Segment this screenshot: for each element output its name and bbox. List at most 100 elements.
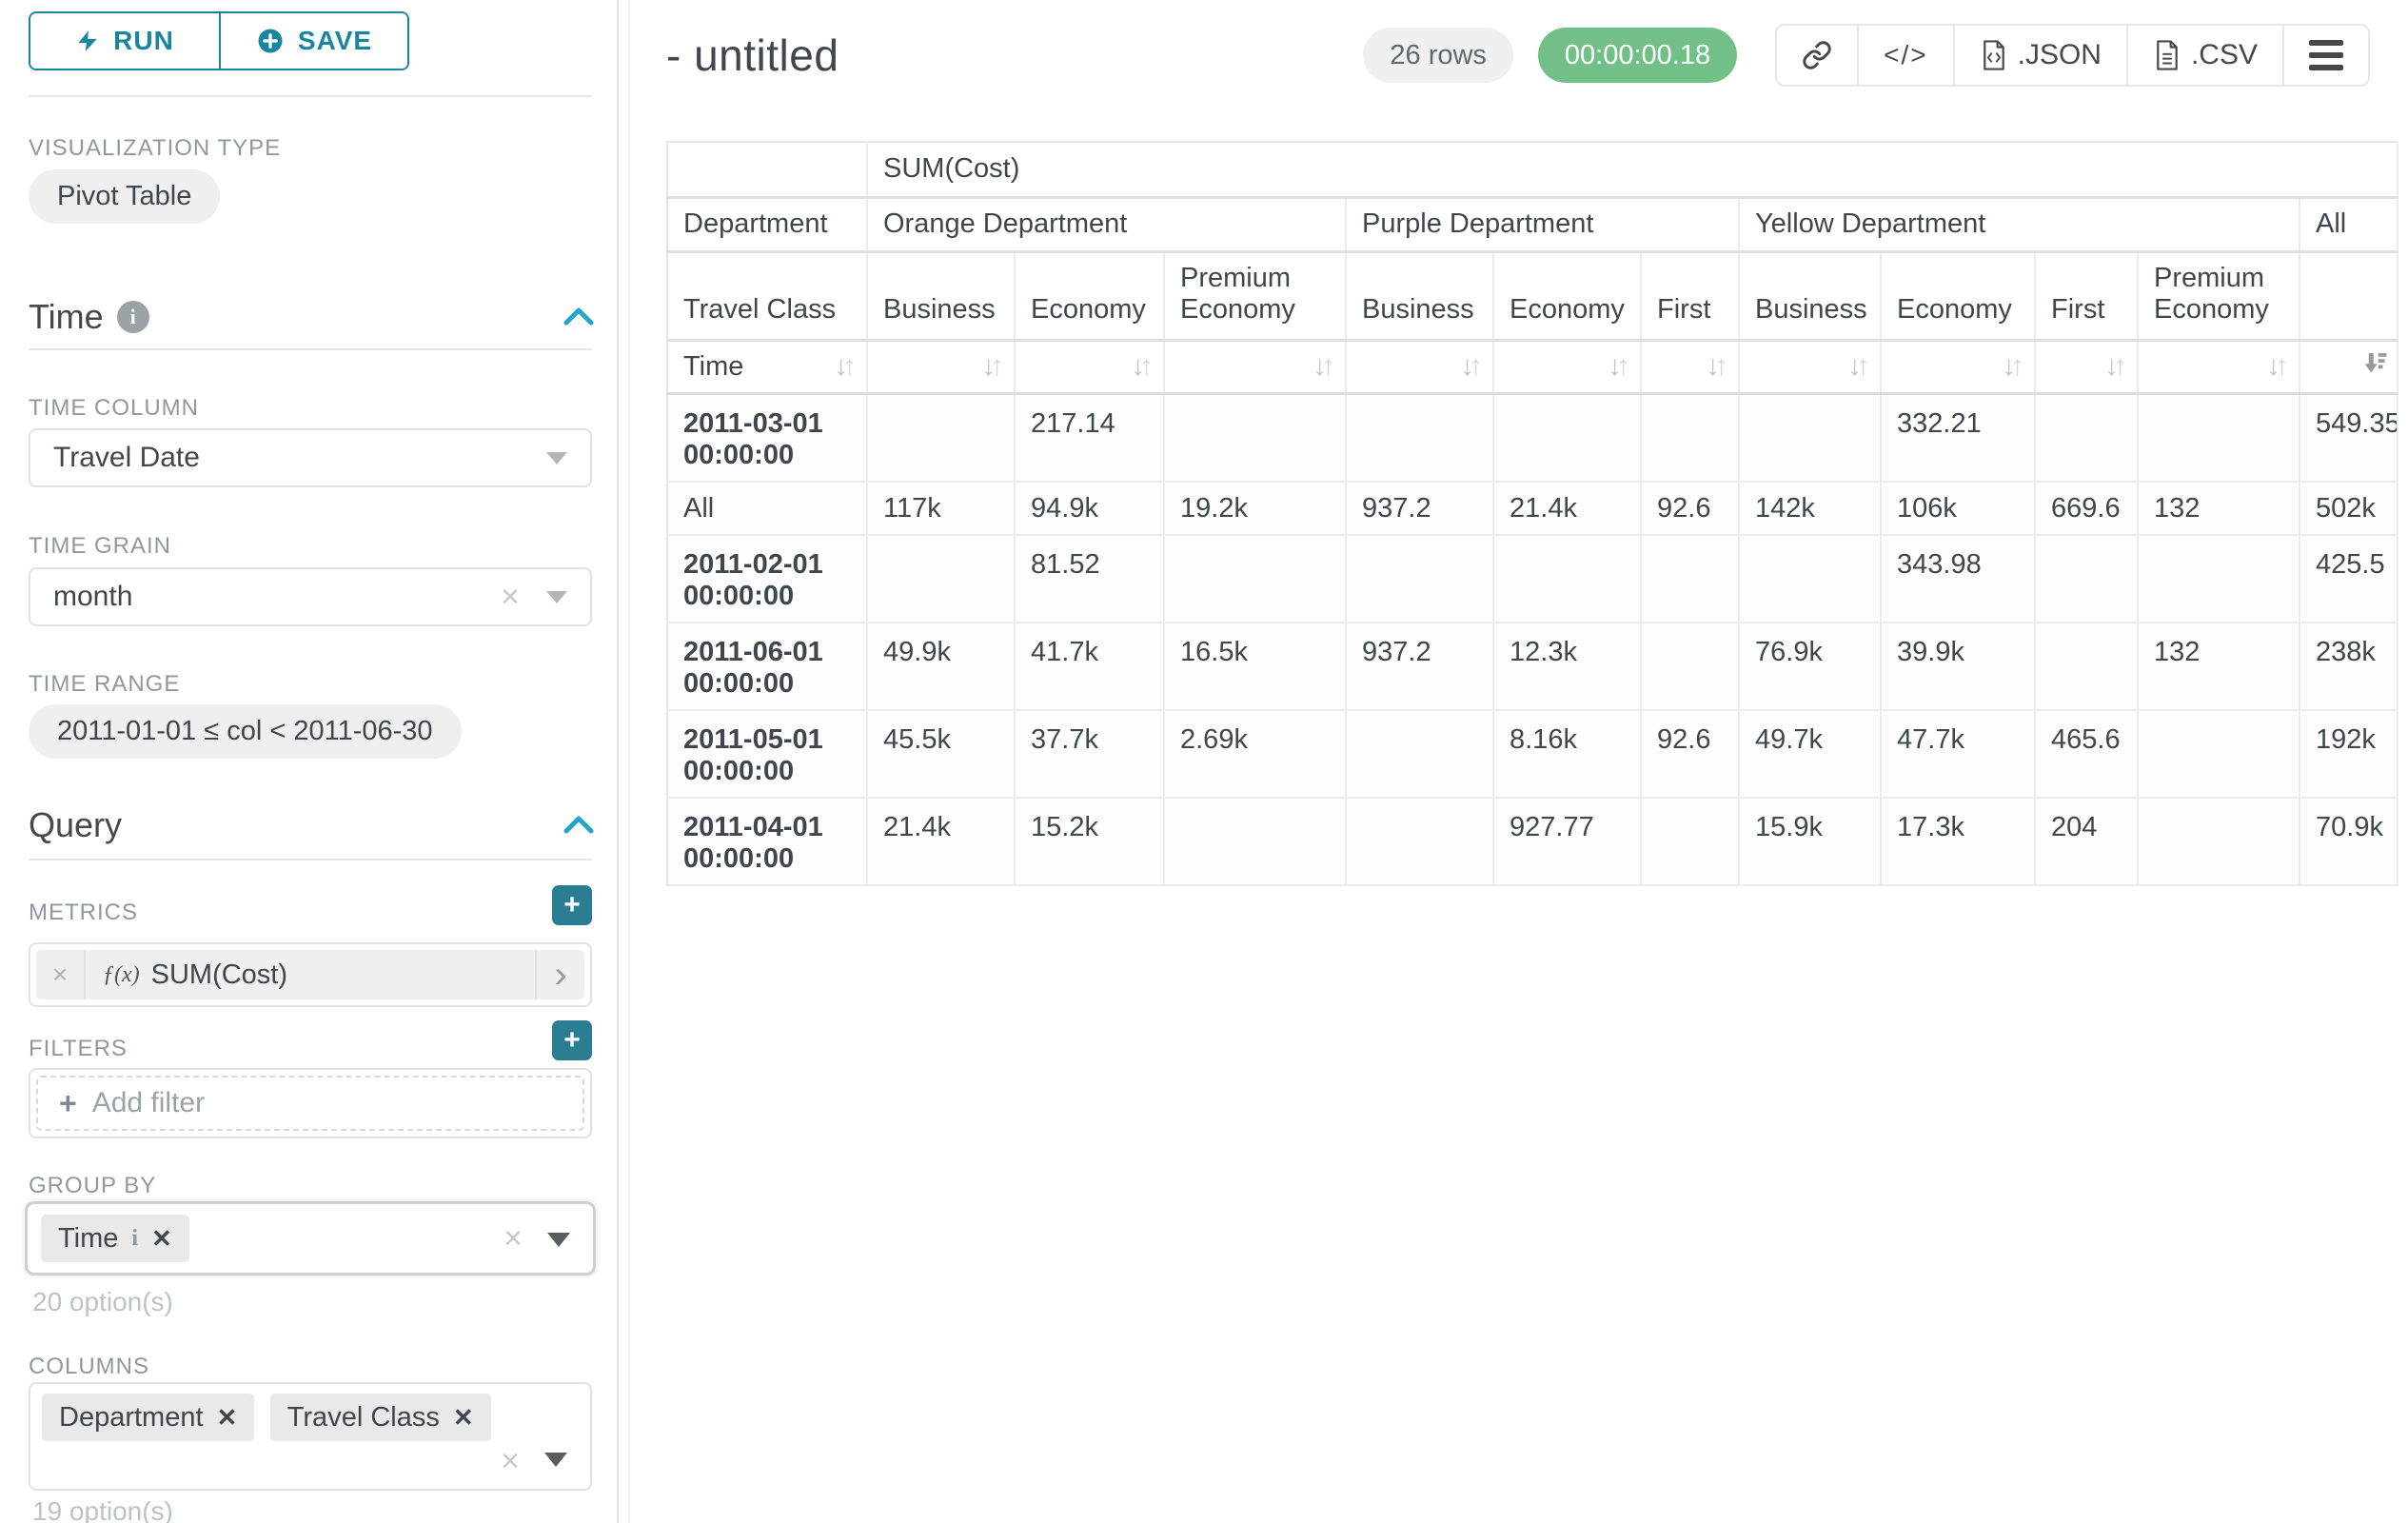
sort-icon[interactable]: ↓↑ (2104, 350, 2127, 382)
export-csv-button[interactable]: .CSV (2125, 26, 2282, 85)
pivot-cell: 41.7k (1015, 622, 1165, 711)
remove-tag-icon[interactable]: ✕ (452, 1402, 474, 1432)
sort-icon[interactable]: ↓↑ (1608, 350, 1630, 382)
sort-icon[interactable]: ↓↑ (834, 350, 857, 382)
sort-icon[interactable]: ↓↑ (1131, 350, 1154, 382)
sort-icon[interactable]: ↓↑ (2266, 350, 2289, 382)
table-row: 2011-04-01 00:00:00 21.4k 15.2k 927.77 15.9k… (667, 797, 2399, 886)
chevron-right-icon[interactable]: › (535, 950, 584, 999)
column-sort-header[interactable]: ↓↑ (1164, 340, 1347, 395)
sort-icon[interactable]: ↓↑ (2002, 350, 2024, 382)
copy-link-button[interactable] (1777, 26, 1858, 85)
clear-icon[interactable]: × (501, 579, 520, 615)
sort-icon[interactable]: ↓↑ (1706, 350, 1728, 382)
pivot-cell (1346, 534, 1494, 623)
pivot-cell: 76.9k (1739, 622, 1882, 711)
pivot-cell (867, 393, 1016, 483)
pivot-cell (1346, 709, 1494, 799)
sort-icon[interactable]: ↓↑ (1847, 350, 1870, 382)
caret-down-icon[interactable] (546, 591, 567, 603)
pivot-table-container: SUM(Cost) Department Orange Department P… (666, 141, 2399, 886)
info-icon: i (131, 1225, 139, 1251)
pivot-body: 2011-03-01 00:00:00 217.14 332.21 549.35 All… (667, 393, 2399, 886)
columns-label: COLUMNS (29, 1354, 150, 1379)
pivot-cell (1493, 393, 1642, 483)
remove-tag-icon[interactable]: ✕ (151, 1223, 172, 1253)
add-filter-button[interactable]: + Add filter (36, 1076, 584, 1131)
pivot-cell: 21.4k (867, 797, 1016, 886)
pivot-cell: 937.2 (1346, 622, 1494, 711)
time-range-pill[interactable]: 2011-01-01 ≤ col < 2011-06-30 (29, 704, 462, 759)
export-json-button[interactable]: .JSON (1952, 26, 2126, 85)
caret-down-icon[interactable] (547, 1233, 570, 1247)
column-header: Business (1346, 251, 1494, 342)
pivot-cell: 49.7k (1739, 709, 1882, 799)
run-button[interactable]: RUN (30, 13, 219, 69)
column-sort-header[interactable]: ↓↑ (867, 340, 1016, 395)
sort-icon[interactable]: ↓↑ (1313, 350, 1335, 382)
view-query-button[interactable]: </> (1857, 26, 1953, 85)
column-sort-header[interactable]: ↓↑ (1881, 340, 2036, 395)
pivot-cell: 92.6 (1641, 709, 1740, 799)
sort-descending-icon[interactable] (2360, 348, 2389, 385)
pivot-cell: 132 (2138, 622, 2300, 711)
query-section-header[interactable]: Query (29, 805, 122, 845)
chevron-up-icon[interactable] (562, 813, 596, 841)
remove-tag-icon[interactable]: ✕ (216, 1402, 238, 1432)
pivot-cell (1164, 393, 1347, 483)
metric-pill[interactable]: × ƒ(x) SUM(Cost) › (36, 950, 584, 999)
column-sort-header[interactable]: ↓↑ (2035, 340, 2139, 395)
sort-icon[interactable]: ↓↑ (981, 350, 1004, 382)
add-metric-button[interactable]: + (552, 885, 592, 925)
column-sort-header[interactable]: ↓↑ (1346, 340, 1494, 395)
column-sort-header[interactable]: ↓↑ (1015, 340, 1165, 395)
group-by-tag: Time i ✕ (41, 1215, 189, 1262)
time-section-header[interactable]: Time i (29, 297, 149, 337)
department-corner-header: Department (667, 197, 868, 253)
pivot-cell: 70.9k (2299, 797, 2399, 886)
column-group-header: Yellow Department (1739, 197, 2300, 253)
clear-icon[interactable]: × (503, 1220, 523, 1256)
remove-metric-icon[interactable]: × (36, 950, 86, 999)
pivot-cell: 192k (2299, 709, 2399, 799)
viz-type-pill[interactable]: Pivot Table (29, 169, 221, 224)
column-header: Business (1739, 251, 1882, 342)
row-header-time: 2011-06-01 00:00:00 (667, 622, 868, 711)
column-sort-header[interactable]: ↓↑ (2138, 340, 2300, 395)
column-sort-header[interactable]: ↓↑ (1641, 340, 1740, 395)
tag-label: Travel Class (286, 1401, 440, 1433)
pivot-cell: 21.4k (1493, 481, 1642, 536)
clear-icon[interactable]: × (501, 1443, 520, 1479)
group-by-label: GROUP BY (29, 1173, 157, 1198)
pivot-cell (1739, 393, 1882, 483)
divider (29, 348, 592, 350)
column-sort-header-active[interactable] (2299, 340, 2399, 395)
sidebar-scrollbar[interactable] (628, 0, 630, 1523)
chart-title[interactable]: - untitled (666, 30, 839, 80)
lightning-icon (78, 30, 97, 51)
caret-down-icon[interactable] (544, 1453, 567, 1467)
tag-label: Department (59, 1401, 204, 1433)
filters-container: + Add filter (29, 1068, 592, 1138)
pivot-cell: 132 (2138, 481, 2300, 536)
add-filter-plus-button[interactable]: + (552, 1020, 592, 1060)
save-button[interactable]: SAVE (219, 13, 407, 69)
time-grain-select[interactable]: month × (29, 567, 592, 626)
time-sort-header[interactable]: Time ↓↑ (667, 340, 868, 395)
sort-icon[interactable]: ↓↑ (1460, 350, 1483, 382)
caret-down-icon[interactable] (546, 452, 567, 465)
columns-select[interactable]: Department ✕ Travel Class ✕ × (29, 1382, 592, 1491)
column-sort-header[interactable]: ↓↑ (1493, 340, 1642, 395)
pivot-cell: 238k (2299, 622, 2399, 711)
pivot-cell: 465.6 (2035, 709, 2139, 799)
group-by-select[interactable]: Time i ✕ × (25, 1201, 596, 1276)
table-row: 2011-03-01 00:00:00 217.14 332.21 549.35 (667, 393, 2399, 483)
pivot-cell: 204 (2035, 797, 2139, 886)
chevron-up-icon[interactable] (562, 305, 596, 332)
pivot-cell: 549.35 (2299, 393, 2399, 483)
pivot-cell: 12.3k (1493, 622, 1642, 711)
column-sort-header[interactable]: ↓↑ (1739, 340, 1882, 395)
time-column-select[interactable]: Travel Date (29, 428, 592, 487)
pivot-cell (2138, 797, 2300, 886)
menu-button[interactable] (2282, 26, 2368, 85)
